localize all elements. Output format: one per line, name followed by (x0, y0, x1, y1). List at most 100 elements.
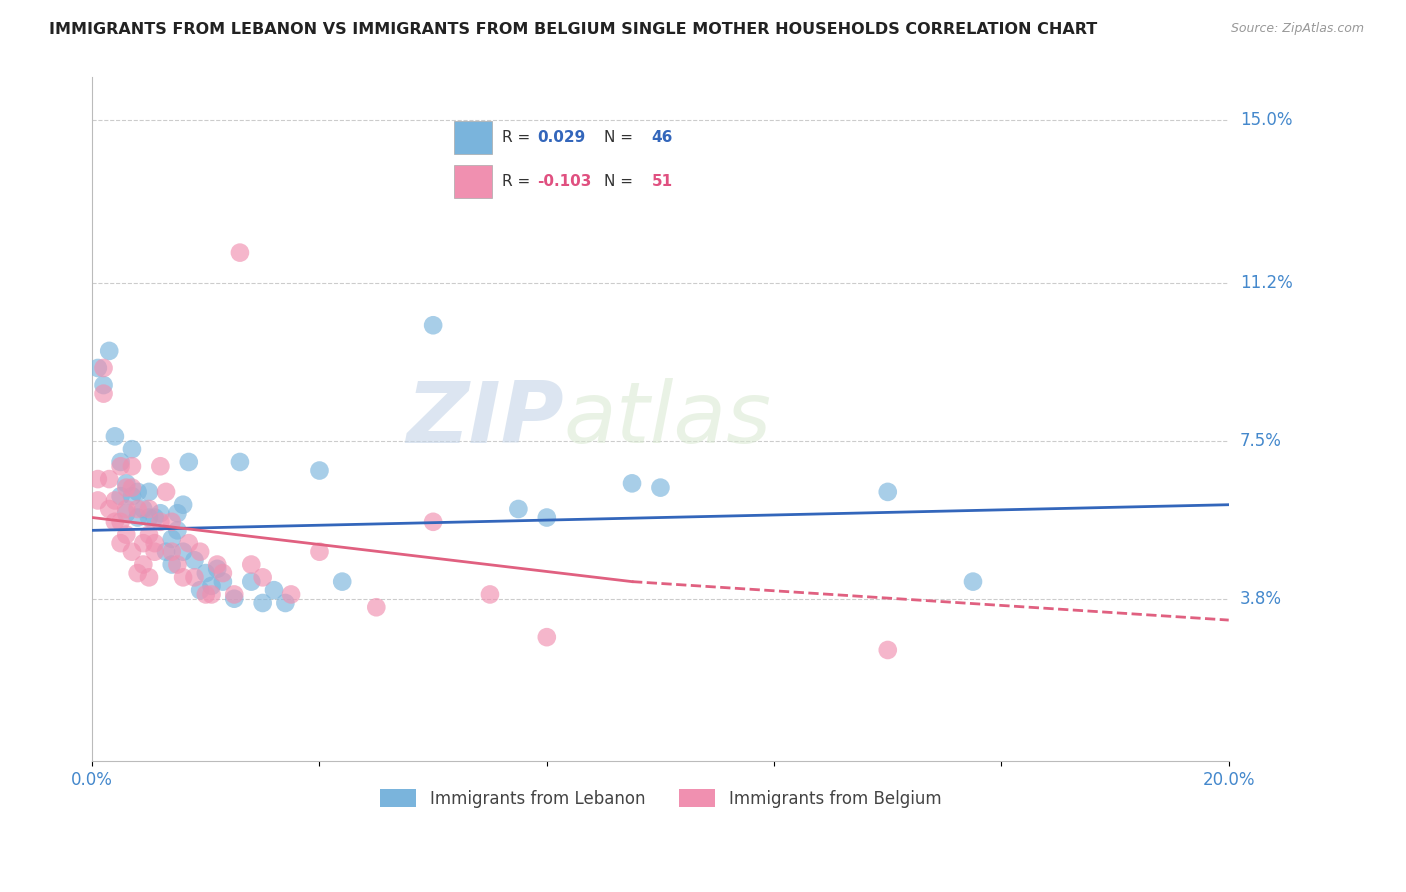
Point (132, 502, 155, 516)
Point (132, 536, 155, 550)
Point (240, 558, 263, 572)
Point (508, 502, 530, 516)
Text: 7.5%: 7.5% (1240, 432, 1282, 450)
Point (115, 502, 138, 516)
Point (149, 515, 172, 529)
Point (422, 318, 444, 333)
Point (330, 574, 353, 589)
Point (177, 536, 200, 550)
Point (143, 536, 166, 550)
Point (160, 515, 183, 529)
Point (127, 510, 149, 524)
Point (308, 464, 330, 478)
Point (87, 472, 110, 486)
Point (143, 545, 166, 559)
Point (138, 527, 160, 541)
Point (252, 570, 274, 584)
Point (127, 502, 149, 516)
Point (536, 510, 558, 524)
Point (212, 574, 235, 589)
Point (194, 566, 217, 580)
Point (98, 472, 121, 486)
Text: 11.2%: 11.2% (1240, 274, 1292, 292)
Point (127, 566, 149, 580)
Text: atlas: atlas (564, 377, 772, 461)
Point (132, 558, 155, 572)
Point (115, 481, 138, 495)
Point (160, 532, 183, 546)
Point (177, 455, 200, 469)
Point (87, 493, 110, 508)
Point (422, 515, 444, 529)
Point (93, 361, 115, 376)
Point (366, 600, 388, 615)
Point (212, 566, 235, 580)
Point (166, 506, 188, 520)
Point (172, 570, 194, 584)
Text: ZIP: ZIP (406, 377, 564, 461)
Point (160, 558, 183, 572)
Point (536, 630, 558, 644)
Point (621, 476, 644, 491)
Point (110, 459, 132, 474)
Point (194, 587, 217, 601)
Point (876, 484, 898, 499)
Point (166, 558, 188, 572)
Point (138, 510, 160, 524)
Point (110, 455, 132, 469)
Text: Source: ZipAtlas.com: Source: ZipAtlas.com (1230, 22, 1364, 36)
Point (104, 493, 127, 508)
Point (172, 545, 194, 559)
Point (93, 378, 115, 392)
Point (149, 459, 172, 474)
Point (110, 536, 132, 550)
Point (876, 643, 898, 657)
Point (115, 476, 138, 491)
Point (110, 515, 132, 529)
Point (224, 587, 246, 601)
Point (274, 596, 297, 610)
Point (138, 502, 160, 516)
Point (104, 515, 127, 529)
Point (98, 343, 121, 358)
Point (121, 442, 143, 457)
Point (110, 489, 132, 503)
Point (155, 484, 177, 499)
Point (138, 570, 160, 584)
Point (183, 570, 205, 584)
Point (155, 545, 177, 559)
Point (308, 545, 330, 559)
Point (478, 587, 501, 601)
Point (121, 481, 143, 495)
Point (224, 591, 246, 606)
Point (121, 545, 143, 559)
Point (280, 587, 302, 601)
Point (87, 361, 110, 376)
Text: 3.8%: 3.8% (1240, 590, 1282, 607)
Point (172, 498, 194, 512)
Point (138, 484, 160, 499)
Point (205, 562, 228, 576)
Point (149, 506, 172, 520)
Point (93, 386, 115, 401)
Text: IMMIGRANTS FROM LEBANON VS IMMIGRANTS FROM BELGIUM SINGLE MOTHER HOUSEHOLDS CORR: IMMIGRANTS FROM LEBANON VS IMMIGRANTS FR… (49, 22, 1098, 37)
Legend: Immigrants from Lebanon, Immigrants from Belgium: Immigrants from Lebanon, Immigrants from… (373, 783, 948, 814)
Point (98, 502, 121, 516)
Point (962, 574, 984, 589)
Point (166, 524, 188, 538)
Point (121, 459, 143, 474)
Point (115, 506, 138, 520)
Point (650, 481, 672, 495)
Point (240, 574, 263, 589)
Point (188, 545, 211, 559)
Point (205, 558, 228, 572)
Point (252, 596, 274, 610)
Point (115, 527, 138, 541)
Point (143, 510, 166, 524)
Point (200, 579, 222, 593)
Point (121, 489, 143, 503)
Point (127, 484, 149, 499)
Point (183, 553, 205, 567)
Text: 15.0%: 15.0% (1240, 112, 1292, 129)
Point (188, 583, 211, 598)
